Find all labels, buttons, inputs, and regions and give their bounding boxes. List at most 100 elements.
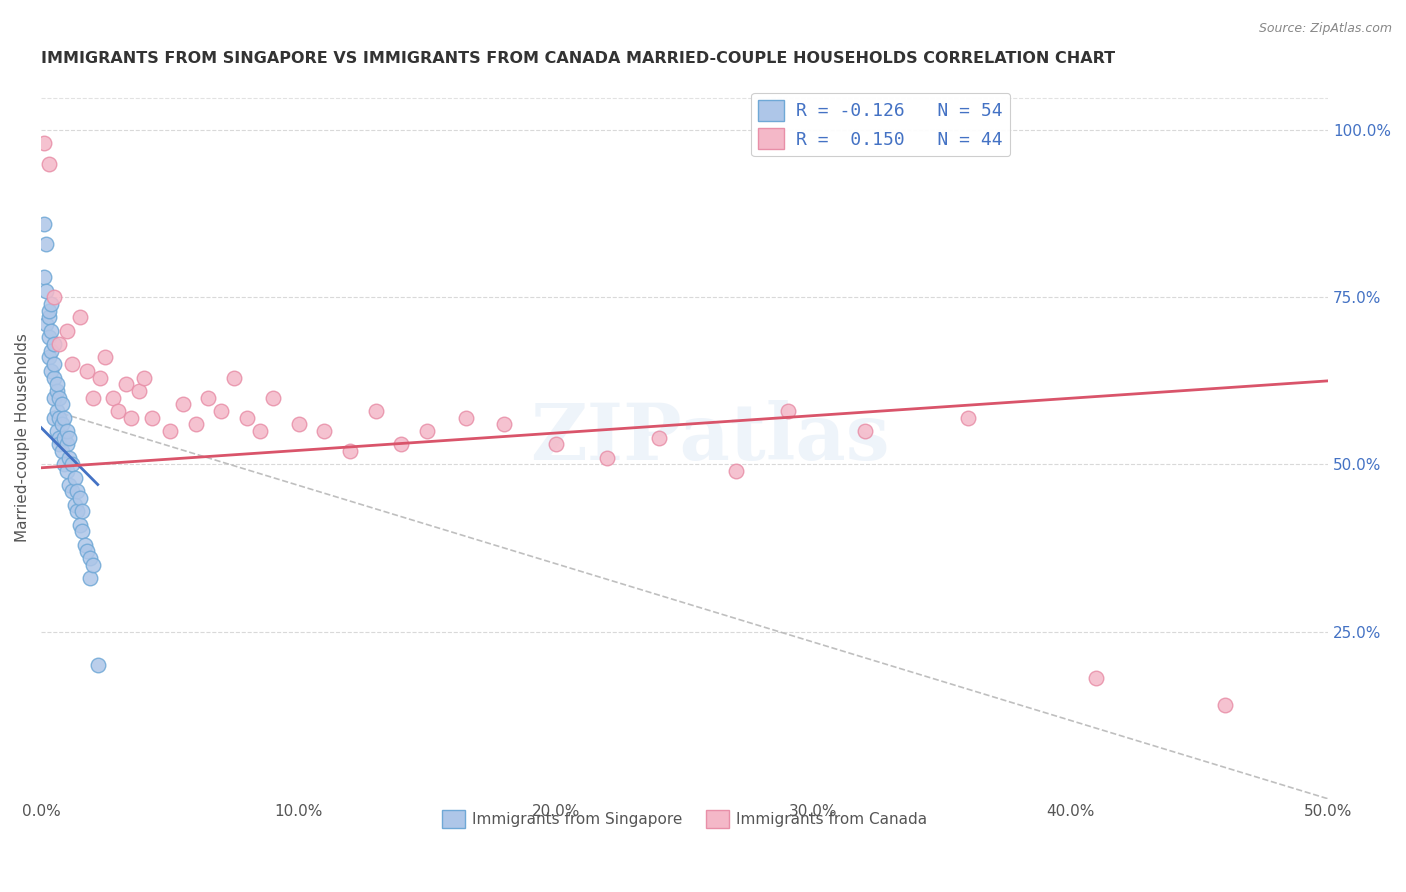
Text: ZIPatlas: ZIPatlas (530, 400, 890, 475)
Point (128, 384, 150, 398)
Point (41, 343, 63, 358)
Point (42, 391, 65, 405)
Point (79, 571, 101, 585)
Point (725, 464, 748, 478)
Point (115, 377, 138, 392)
Point (416, 424, 439, 438)
Point (42, 370, 65, 384)
Point (141, 410, 163, 425)
Point (42, 357, 65, 371)
Point (76, 364, 98, 378)
Point (94, 351, 117, 365)
Point (48, 437, 70, 451)
Point (38, 351, 60, 365)
Point (35, 236, 58, 251)
Y-axis label: Married-couple Households: Married-couple Households (15, 334, 30, 542)
Point (69, 310, 91, 325)
Point (56, 424, 79, 438)
Point (41, 324, 63, 338)
Point (32, 217, 55, 231)
Point (32, 270, 55, 285)
Point (596, 450, 619, 465)
Point (209, 404, 232, 418)
Point (79, 551, 101, 566)
Point (107, 404, 129, 418)
Point (249, 424, 271, 438)
Point (287, 417, 309, 432)
Point (87, 658, 110, 673)
Point (159, 424, 181, 438)
Point (35, 284, 58, 298)
Point (45, 377, 67, 392)
Point (45, 424, 67, 438)
Point (58, 450, 80, 465)
Point (197, 391, 219, 405)
Point (648, 431, 671, 445)
Point (132, 370, 155, 384)
Point (776, 404, 799, 418)
Point (956, 410, 979, 425)
Point (1213, 698, 1236, 713)
Point (853, 424, 876, 438)
Point (58, 431, 80, 445)
Point (53, 431, 76, 445)
Point (58, 477, 80, 491)
Point (42, 410, 65, 425)
Point (66, 484, 89, 499)
Point (38, 303, 60, 318)
Point (314, 424, 336, 438)
Text: Source: ZipAtlas.com: Source: ZipAtlas.com (1258, 22, 1392, 36)
Point (236, 410, 259, 425)
Point (48, 391, 70, 405)
Point (51, 417, 73, 432)
Point (53, 410, 76, 425)
Point (38, 310, 60, 325)
Point (45, 384, 67, 398)
Point (76, 544, 98, 558)
Point (48, 337, 70, 351)
Point (120, 410, 142, 425)
Point (1085, 672, 1108, 686)
Point (42, 337, 65, 351)
Point (66, 504, 89, 518)
Point (544, 437, 567, 451)
Point (172, 397, 194, 411)
Point (69, 517, 91, 532)
Point (262, 391, 284, 405)
Point (51, 397, 73, 411)
Point (339, 444, 361, 458)
Point (63, 498, 86, 512)
Point (38, 330, 60, 344)
Point (103, 391, 125, 405)
Point (364, 404, 387, 418)
Point (72, 524, 94, 539)
Point (42, 290, 65, 304)
Point (454, 410, 477, 425)
Point (53, 458, 76, 472)
Point (41, 364, 63, 378)
Point (38, 156, 60, 170)
Point (69, 491, 91, 505)
Point (391, 437, 413, 451)
Legend: Immigrants from Singapore, Immigrants from Canada: Immigrants from Singapore, Immigrants fr… (436, 804, 934, 835)
Point (82, 558, 104, 572)
Point (41, 297, 63, 311)
Point (82, 391, 104, 405)
Point (56, 324, 79, 338)
Point (63, 471, 86, 485)
Point (494, 417, 516, 432)
Text: IMMIGRANTS FROM SINGAPORE VS IMMIGRANTS FROM CANADA MARRIED-COUPLE HOUSEHOLDS CO: IMMIGRANTS FROM SINGAPORE VS IMMIGRANTS … (41, 51, 1115, 66)
Point (48, 410, 70, 425)
Point (45, 404, 67, 418)
Point (184, 417, 207, 432)
Point (56, 437, 79, 451)
Point (73, 538, 96, 552)
Point (72, 504, 94, 518)
Point (60, 458, 83, 472)
Point (51, 444, 73, 458)
Point (60, 357, 83, 371)
Point (32, 136, 55, 151)
Point (35, 317, 58, 331)
Point (224, 370, 246, 384)
Point (89, 370, 111, 384)
